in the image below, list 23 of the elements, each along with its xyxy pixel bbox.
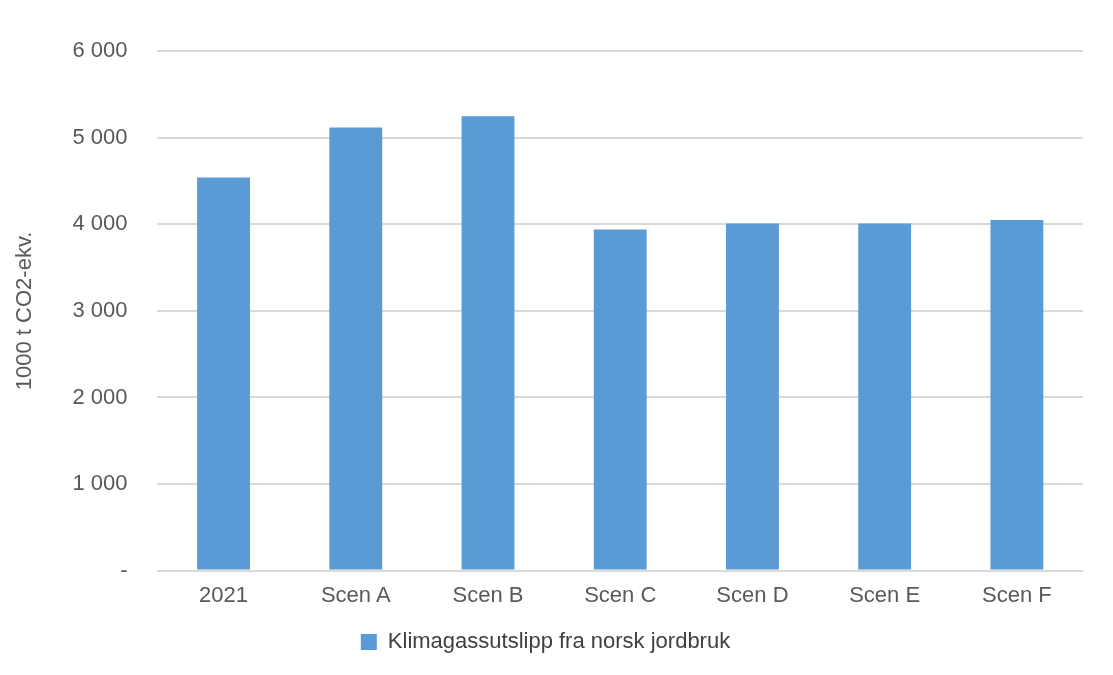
y-tick-label: - xyxy=(120,556,128,582)
bar xyxy=(461,116,515,570)
bar xyxy=(990,220,1044,570)
x-tick-label: Scen E xyxy=(849,581,921,607)
y-tick-label: 1 000 xyxy=(72,470,128,496)
x-tick-label: 2021 xyxy=(199,581,249,607)
y-tick-label: 6 000 xyxy=(72,37,128,63)
y-tick-label: 2 000 xyxy=(72,383,128,409)
x-tick-label: Scen B xyxy=(452,581,524,607)
bar xyxy=(858,223,912,570)
y-tick-label: 4 000 xyxy=(72,210,128,236)
bar xyxy=(593,229,647,570)
x-tick-label: Scen F xyxy=(982,581,1052,607)
y-tick-label: 5 000 xyxy=(72,123,128,149)
bar xyxy=(197,177,251,570)
x-tick-label: Scen A xyxy=(320,581,391,607)
x-tick-label: Scen C xyxy=(584,581,657,607)
x-tick-label: Scen D xyxy=(716,581,789,607)
bar xyxy=(329,127,383,570)
y-axis-title: 1000 t CO2-ekv. xyxy=(11,231,37,391)
bar xyxy=(726,223,779,570)
y-tick-label: 3 000 xyxy=(72,296,128,322)
legend-label: Klimagassutslipp fra norsk jordbruk xyxy=(387,628,732,654)
